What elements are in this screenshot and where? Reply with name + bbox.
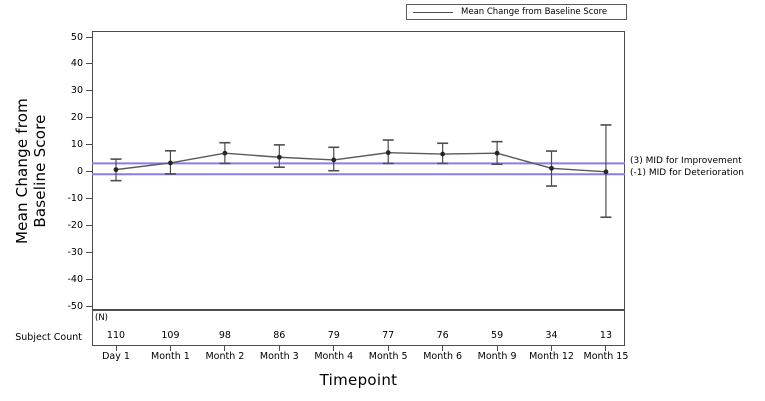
x-tick-label: Day 1 [102, 351, 130, 362]
subject-count-value: 110 [106, 330, 126, 341]
y-tick-mark [86, 36, 92, 38]
y-tick-mark [86, 224, 92, 226]
x-tick-label: Month 5 [368, 351, 408, 362]
subject-count-value: 86 [273, 330, 286, 341]
x-tick-mark [115, 346, 117, 351]
x-tick-mark [169, 346, 171, 351]
data-point-marker [549, 165, 554, 171]
subject-count-band [92, 310, 625, 346]
plot-canvas [92, 124, 625, 219]
y-axis-title: Mean Change from Baseline Score [2, 31, 60, 310]
subject-count-value: 34 [545, 330, 558, 341]
x-tick-label: Month 9 [477, 351, 517, 362]
y-tick-mark [86, 278, 92, 280]
x-tick-mark [496, 346, 498, 351]
y-tick-mark [86, 90, 92, 92]
x-tick-mark [551, 346, 553, 351]
data-point-marker [603, 169, 609, 175]
x-tick-label: Month 1 [151, 351, 190, 362]
data-point-marker [222, 150, 228, 156]
x-tick-mark [387, 346, 389, 351]
y-tick-mark [86, 63, 92, 65]
x-tick-label: Month 6 [423, 351, 463, 362]
y-tick-label: -20 [67, 219, 83, 231]
y-tick-label: 0 [76, 166, 83, 177]
data-point-marker [113, 167, 119, 173]
y-tick-label: -10 [67, 192, 83, 204]
subject-count-value: 59 [491, 330, 504, 341]
y-tick-label: 10 [70, 139, 83, 151]
data-point-marker [494, 150, 500, 156]
data-point-marker [385, 150, 391, 156]
x-tick-label: Month 12 [529, 351, 574, 362]
series-line [115, 151, 607, 173]
x-tick-mark [605, 346, 607, 351]
y-tick-mark [86, 144, 92, 146]
data-point-marker [440, 151, 446, 157]
subject-count-value: 76 [436, 330, 449, 341]
x-tick-mark [442, 346, 444, 351]
y-tick-label: 50 [70, 31, 83, 43]
data-point-marker [331, 157, 337, 163]
legend-line-swatch [413, 11, 453, 13]
x-tick-label: Month 3 [259, 351, 299, 362]
y-tick-label: 30 [70, 85, 83, 97]
x-tick-label: Month 4 [314, 351, 354, 362]
y-tick-label: -30 [67, 246, 83, 258]
subject-count-row-label: Subject Count [15, 332, 82, 343]
legend: Mean Change from Baseline Score [406, 4, 627, 20]
refline-label-improvement: (3) MID for Improvement [630, 156, 742, 166]
subject-count-value: 109 [161, 330, 180, 341]
y-tick-mark [86, 197, 92, 199]
legend-entry-label: Mean Change from Baseline Score [461, 7, 608, 17]
subject-count-value: 77 [382, 330, 395, 341]
x-tick-label: Month 2 [205, 351, 245, 362]
y-tick-label: -50 [67, 300, 83, 312]
x-tick-mark [333, 346, 335, 351]
plot-frame [92, 31, 625, 310]
y-tick-mark [86, 117, 92, 119]
y-tick-mark [86, 171, 92, 172]
y-tick-label: 20 [70, 112, 83, 124]
x-axis-title: Timepoint [319, 371, 398, 389]
y-axis-title-line2: Baseline Score [31, 113, 50, 228]
data-point-marker [276, 154, 282, 160]
y-tick-label: -40 [67, 273, 83, 285]
y-tick-label: 40 [70, 58, 83, 70]
subject-count-value: 13 [599, 330, 612, 341]
refline-label-deterioration: (-1) MID for Deterioration [630, 168, 744, 178]
subject-count-value: 79 [327, 330, 340, 341]
x-tick-mark [224, 346, 226, 351]
x-tick-mark [278, 346, 280, 351]
data-point-marker [168, 160, 173, 166]
y-tick-mark [86, 305, 92, 307]
subject-count-value: 98 [218, 330, 231, 341]
x-tick-label: Month 15 [583, 351, 629, 362]
y-tick-mark [86, 251, 92, 253]
subject-count-unit-label: (N) [95, 313, 108, 323]
y-axis-title-line1: Mean Change from [13, 97, 32, 244]
